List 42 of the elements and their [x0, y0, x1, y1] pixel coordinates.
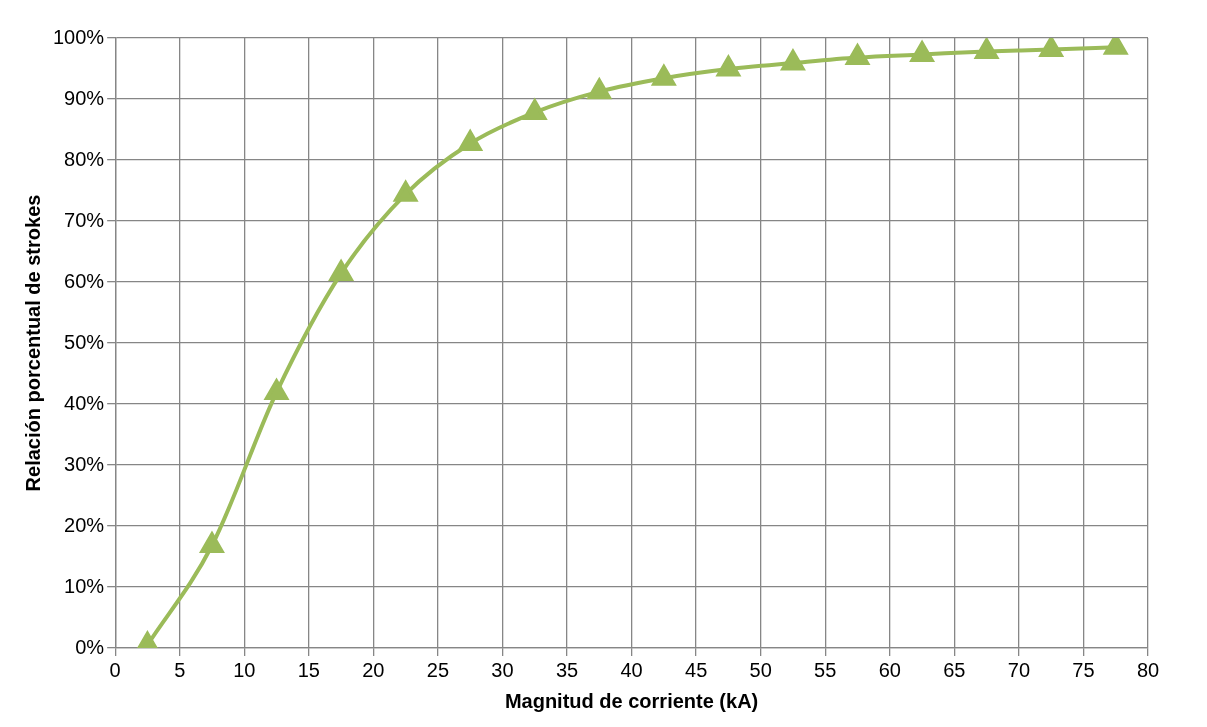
y-tick-label: 60%	[64, 269, 105, 292]
point	[910, 41, 934, 62]
x-tick-label: 0	[109, 658, 121, 681]
y-tick-label: 90%	[64, 86, 105, 109]
x-tick-label: 35	[555, 658, 579, 681]
point	[1039, 38, 1063, 58]
y-tick-label: 70%	[64, 208, 105, 231]
x-tick-label: 40	[620, 658, 643, 681]
x-tick-label: 45	[685, 658, 708, 681]
x-tick-label: 5	[174, 658, 186, 681]
point	[199, 530, 225, 554]
x-tick-label: 30	[491, 658, 514, 681]
x-axis-title: Magnitud de corriente (kA)	[504, 689, 759, 712]
x-tick-label: 50	[749, 658, 772, 681]
x-tick-label: 80	[1136, 658, 1160, 681]
y-tick-label: 30%	[64, 452, 105, 475]
y-tick-label: 10%	[64, 574, 105, 597]
x-tick-label: 60	[878, 658, 901, 681]
y-tick-label: 20%	[64, 513, 105, 536]
y-tick-label: 50%	[64, 330, 105, 353]
y-tick-label: 0%	[75, 635, 105, 658]
x-tick-label: 25	[426, 658, 450, 681]
point	[781, 50, 805, 71]
x-tick-label: 20	[362, 658, 385, 681]
x-tick-label: 75	[1072, 658, 1095, 681]
point	[716, 56, 740, 77]
point	[458, 128, 483, 152]
point	[975, 38, 999, 59]
y-tick-label: 40%	[64, 391, 105, 414]
x-tick-label: 15	[297, 658, 320, 681]
point	[523, 99, 547, 120]
x-tick-label: 55	[814, 658, 837, 681]
y-axis-title: Relación porcentual de strokes	[21, 194, 44, 492]
x-tick-label: 70	[1007, 658, 1031, 681]
y-tick-label: 80%	[64, 147, 105, 170]
y-tick-label: 100%	[53, 25, 105, 48]
x-tick-label: 10	[233, 658, 256, 681]
point	[265, 379, 289, 400]
point	[329, 260, 353, 281]
point	[652, 65, 676, 86]
point	[394, 181, 418, 202]
x-tick-label: 65	[943, 658, 966, 681]
